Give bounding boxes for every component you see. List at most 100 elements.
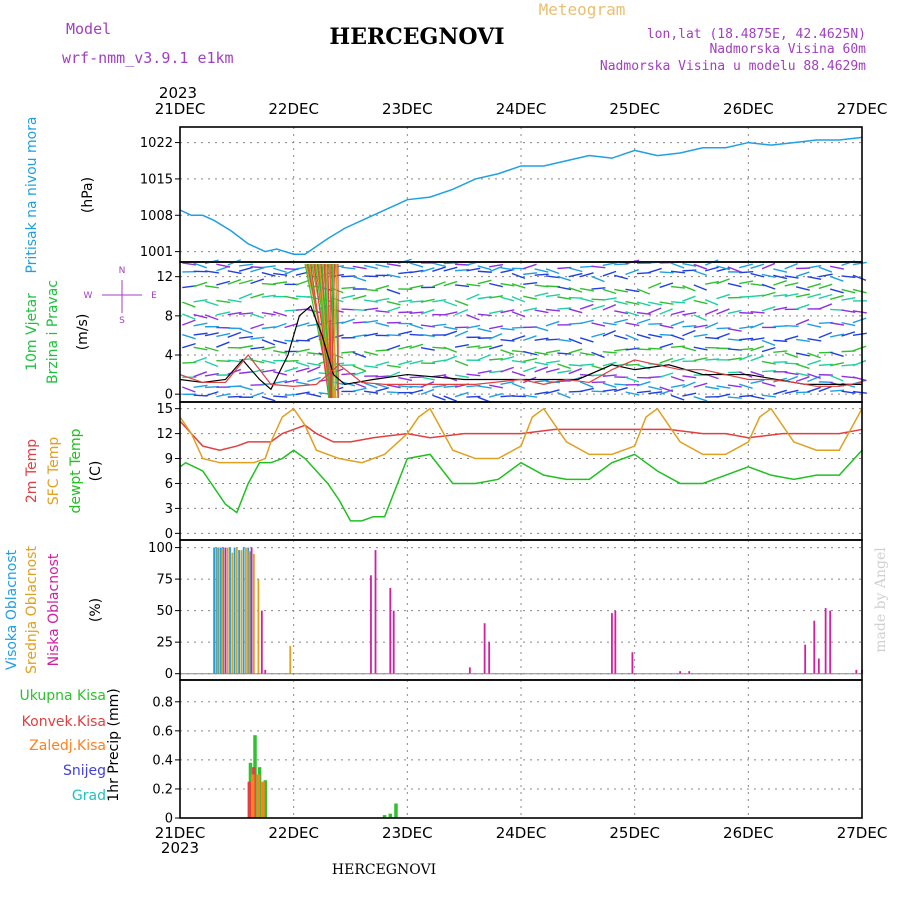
wind-barb bbox=[386, 300, 401, 306]
y-tick-label: 25 bbox=[156, 636, 173, 651]
wind-barb bbox=[227, 311, 242, 316]
wind-barb bbox=[648, 323, 663, 325]
y-tick-label: 0 bbox=[165, 527, 173, 542]
wind-barb bbox=[648, 282, 662, 289]
wind-barb bbox=[545, 275, 560, 279]
wind-barb bbox=[784, 325, 799, 327]
wind-barb bbox=[443, 266, 458, 272]
wind-barb bbox=[307, 362, 322, 367]
y-axis-label: Pritisak na nivou mora bbox=[24, 116, 40, 273]
wind-barb bbox=[545, 389, 560, 395]
wind-barb bbox=[761, 291, 776, 297]
wind-barb bbox=[511, 311, 526, 318]
wind-barb bbox=[193, 298, 208, 303]
wind-barb bbox=[295, 279, 310, 286]
wind-barb bbox=[204, 332, 219, 337]
wind-barb bbox=[704, 298, 719, 306]
wind-barb bbox=[750, 355, 764, 362]
wind-barb bbox=[784, 282, 799, 287]
wind-barb bbox=[636, 301, 651, 307]
wind-barb bbox=[352, 351, 367, 358]
wind-barb bbox=[625, 376, 640, 383]
wind-barb bbox=[670, 301, 686, 304]
wind-barb bbox=[659, 282, 674, 289]
wind-barb bbox=[738, 354, 753, 361]
series-bar bbox=[238, 550, 241, 674]
wind-barb bbox=[750, 379, 765, 385]
wind-barb bbox=[489, 325, 504, 330]
series-bar bbox=[289, 645, 292, 674]
wind-barb bbox=[830, 322, 845, 326]
y-axis-label: 2m Temp bbox=[24, 439, 40, 503]
wind-barb bbox=[682, 329, 696, 337]
wind-barb bbox=[761, 262, 776, 270]
wind-barb bbox=[295, 391, 310, 396]
series-bar bbox=[679, 671, 682, 674]
wind-barb bbox=[273, 339, 287, 345]
wind-barb bbox=[795, 363, 810, 370]
wind-barb bbox=[727, 282, 742, 288]
wind-barb bbox=[568, 272, 583, 278]
wind-barb bbox=[409, 269, 424, 274]
wind-barb bbox=[704, 266, 719, 272]
wind-barb bbox=[341, 372, 356, 376]
wind-barb bbox=[614, 310, 629, 315]
wind-barb bbox=[579, 287, 595, 292]
wind-barb bbox=[829, 374, 844, 382]
wind-barb bbox=[818, 385, 833, 393]
wind-barb bbox=[614, 334, 628, 340]
series-bar bbox=[221, 550, 223, 674]
wind-barb bbox=[750, 283, 765, 287]
wind-barb bbox=[432, 346, 447, 349]
wind-barb bbox=[761, 394, 776, 398]
wind-barb bbox=[193, 371, 207, 378]
wind-barb bbox=[534, 391, 549, 396]
y-tick-label: 1022 bbox=[140, 136, 173, 151]
y-axis-label: Brzina i Pravac bbox=[45, 280, 61, 384]
wind-barb bbox=[398, 299, 413, 303]
wind-barb bbox=[704, 308, 719, 316]
wind-barb bbox=[273, 371, 287, 376]
wind-barb bbox=[375, 263, 390, 268]
wind-barb bbox=[500, 349, 514, 356]
wind-barb bbox=[272, 322, 287, 329]
series-bar bbox=[614, 610, 617, 674]
series-bar bbox=[250, 547, 253, 674]
series-bar bbox=[247, 547, 250, 674]
wind-barb bbox=[511, 395, 526, 398]
wind-barb bbox=[830, 389, 845, 392]
wind-barb bbox=[557, 363, 571, 370]
y-tick-label: 100 bbox=[148, 541, 173, 556]
wind-barb bbox=[727, 384, 742, 388]
series-bar bbox=[256, 774, 261, 818]
wind-barb bbox=[716, 393, 731, 398]
wind-barb bbox=[602, 321, 617, 326]
series-bar bbox=[611, 613, 613, 674]
wind-barb bbox=[523, 295, 538, 300]
y-tick-label: 0.4 bbox=[152, 753, 173, 768]
wind-barb bbox=[466, 324, 481, 329]
wind-barb bbox=[773, 274, 788, 280]
wind-barb bbox=[352, 334, 367, 338]
wind-barb bbox=[238, 327, 253, 335]
wind-barb bbox=[454, 284, 470, 288]
wind-barb bbox=[659, 324, 674, 329]
wind-barb bbox=[295, 348, 310, 353]
credit-text: made by Angel bbox=[873, 547, 889, 653]
station-title: HERCEGNOVI bbox=[329, 24, 504, 50]
wind-barb bbox=[659, 271, 674, 274]
wind-barb bbox=[204, 270, 219, 274]
wind-barb bbox=[591, 351, 605, 359]
wind-barb bbox=[216, 341, 230, 348]
wind-barb bbox=[545, 368, 560, 373]
wind-barb bbox=[295, 322, 310, 328]
wind-barb bbox=[807, 293, 822, 299]
series-bar bbox=[855, 669, 858, 674]
y-tick-label: 0 bbox=[165, 388, 173, 403]
wind-barb bbox=[602, 361, 617, 367]
series-bar bbox=[260, 610, 263, 674]
wind-barb bbox=[773, 350, 788, 353]
y-axis-label: 1hr Precip (mm) bbox=[106, 688, 122, 801]
model-name: wrf-nmm_v3.9.1 e1km bbox=[62, 49, 234, 67]
